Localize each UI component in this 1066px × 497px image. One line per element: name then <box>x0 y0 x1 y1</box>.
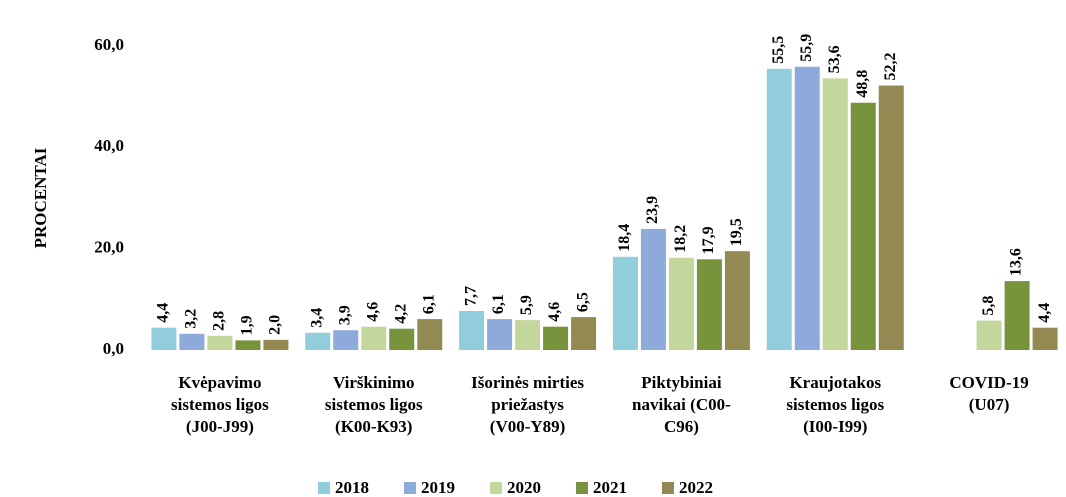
data-label: 17,9 <box>700 226 717 254</box>
bar <box>571 317 597 350</box>
bar <box>333 330 359 350</box>
legend-label: 2018 <box>335 478 369 497</box>
y-tick-label: 0,0 <box>103 339 124 358</box>
data-label: 53,6 <box>826 45 843 73</box>
legend-swatch <box>318 482 330 494</box>
y-tick-label: 40,0 <box>94 136 124 155</box>
data-label: 55,9 <box>798 34 815 62</box>
data-label: 4,4 <box>155 303 172 323</box>
bar <box>612 256 638 350</box>
bar <box>235 340 261 350</box>
data-label: 1,9 <box>239 315 256 335</box>
legend-swatch <box>490 482 502 494</box>
data-label: 6,1 <box>420 294 437 314</box>
data-label: 2,8 <box>211 311 228 331</box>
bar <box>305 332 331 350</box>
bar <box>640 228 666 350</box>
x-tick-label: Išorinės mirties <box>471 373 584 392</box>
x-tick-label: (I00-I99) <box>803 417 867 436</box>
bar <box>850 102 876 350</box>
data-label: 4,6 <box>364 302 381 322</box>
data-label: 4,6 <box>546 302 563 322</box>
x-tick-label: priežastys <box>491 395 564 414</box>
bar <box>459 310 485 350</box>
data-label: 6,1 <box>490 294 507 314</box>
x-tick-label: navikai (C00- <box>632 395 731 414</box>
legend-swatch <box>662 482 674 494</box>
bar <box>724 251 750 350</box>
data-label: 6,5 <box>574 292 591 312</box>
data-label: 52,2 <box>882 53 899 81</box>
bar <box>543 326 569 350</box>
y-tick-label: 60,0 <box>94 35 124 54</box>
bar <box>794 66 820 351</box>
data-label: 5,9 <box>518 295 535 315</box>
x-tick-label: (U07) <box>969 395 1010 414</box>
bar <box>766 68 792 351</box>
x-tick-label: Kraujotakos <box>789 373 881 392</box>
legend-label: 2019 <box>421 478 455 497</box>
bar <box>878 85 904 351</box>
legend-swatch <box>576 482 588 494</box>
x-tick-label: Piktybiniai <box>641 373 722 392</box>
data-label: 4,2 <box>392 304 409 324</box>
y-tick-label: 20,0 <box>94 238 124 257</box>
x-tick-label: sistemos ligos <box>171 395 269 414</box>
x-tick-label: (J00-J99) <box>186 417 254 436</box>
x-tick-label: C96) <box>664 417 699 436</box>
data-label: 18,4 <box>616 224 633 252</box>
bar <box>1032 327 1058 350</box>
data-label: 18,2 <box>672 225 689 253</box>
data-label: 55,5 <box>770 36 787 64</box>
bar <box>822 78 848 350</box>
bar <box>487 319 513 350</box>
bar <box>1004 281 1030 350</box>
y-axis-title: PROCENTAI <box>31 147 50 248</box>
data-label: 4,4 <box>1036 303 1053 323</box>
bar <box>179 333 205 350</box>
bar <box>696 259 722 350</box>
legend-label: 2021 <box>593 478 627 497</box>
bar <box>976 320 1002 350</box>
data-label: 7,7 <box>462 286 479 306</box>
data-label: 3,2 <box>183 309 200 329</box>
legend-label: 2020 <box>507 478 541 497</box>
x-tick-label: (V00-Y89) <box>490 417 566 436</box>
x-tick-label: (K00-K93) <box>335 417 412 436</box>
x-tick-label: COVID-19 <box>949 373 1028 392</box>
legend-swatch <box>404 482 416 494</box>
x-tick-label: sistemos ligos <box>325 395 423 414</box>
bar <box>263 339 289 350</box>
data-label: 5,8 <box>980 296 997 316</box>
data-label: 3,9 <box>336 305 353 325</box>
x-tick-label: Virškinimo <box>333 373 415 392</box>
bar <box>668 257 694 350</box>
data-label: 2,0 <box>267 315 284 335</box>
bar <box>417 319 443 350</box>
bar <box>207 335 233 350</box>
data-label: 23,9 <box>644 196 661 224</box>
data-label: 13,6 <box>1008 248 1025 276</box>
bar <box>389 328 415 350</box>
bar <box>515 320 541 350</box>
legend-label: 2022 <box>679 478 713 497</box>
data-label: 19,5 <box>728 218 745 246</box>
x-tick-label: sistemos ligos <box>786 395 884 414</box>
bar <box>151 327 177 350</box>
x-tick-label: Kvėpavimo <box>178 373 261 392</box>
data-label: 48,8 <box>854 70 871 98</box>
data-label: 3,4 <box>308 308 325 328</box>
bar <box>361 326 387 350</box>
